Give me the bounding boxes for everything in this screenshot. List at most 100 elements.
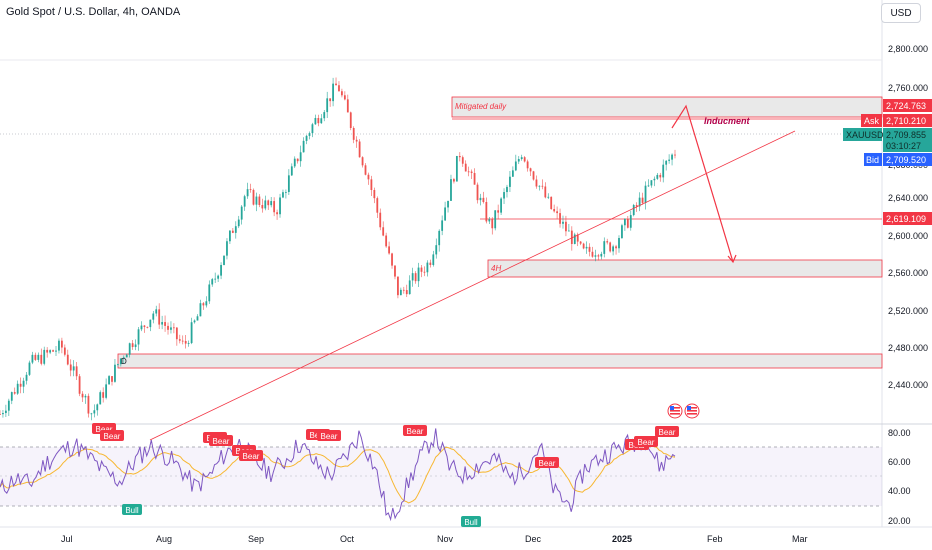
candle-body bbox=[529, 168, 532, 172]
four-h-label: 4H bbox=[491, 264, 501, 273]
candle-body bbox=[535, 179, 538, 187]
candle-body bbox=[565, 221, 567, 232]
candle-body bbox=[49, 350, 52, 353]
level-tag-box bbox=[883, 212, 932, 225]
candle-body bbox=[158, 309, 161, 325]
candle-body bbox=[317, 118, 320, 124]
candle-body bbox=[653, 178, 656, 181]
candle-body bbox=[99, 392, 102, 405]
candle-body bbox=[308, 133, 311, 136]
candle-body bbox=[376, 198, 379, 213]
zone-d[interactable] bbox=[117, 353, 883, 369]
candle-body bbox=[181, 340, 184, 342]
candle-body bbox=[414, 273, 417, 282]
candle-body bbox=[600, 253, 603, 257]
candle-body bbox=[394, 265, 396, 277]
candle-body bbox=[370, 179, 373, 191]
candle-body bbox=[261, 205, 264, 209]
candle-body bbox=[226, 241, 228, 256]
candle-body bbox=[13, 392, 16, 394]
currency-button[interactable]: USD bbox=[881, 3, 921, 23]
candle-body bbox=[435, 245, 438, 255]
svg-text:Bear: Bear bbox=[638, 438, 655, 447]
candle-body bbox=[420, 267, 423, 272]
price-tick: 2,560.000 bbox=[888, 268, 928, 278]
bull-signal[interactable]: Bull bbox=[461, 516, 481, 527]
bear-signal[interactable]: Bear bbox=[655, 426, 679, 437]
candle-body bbox=[455, 155, 458, 182]
ask-value: 2,710.210 bbox=[886, 116, 926, 126]
candle-body bbox=[461, 157, 464, 164]
candle-body bbox=[361, 157, 364, 166]
bull-signal[interactable]: Bull bbox=[122, 504, 142, 515]
candle-body bbox=[290, 166, 293, 176]
bear-signal[interactable]: Bear bbox=[403, 425, 427, 436]
candle-body bbox=[335, 83, 337, 86]
bear-signal[interactable]: Bear bbox=[317, 430, 341, 441]
candle-body bbox=[258, 196, 261, 206]
symbol-tag-box bbox=[843, 128, 882, 141]
candle-body bbox=[338, 85, 340, 92]
candle-body bbox=[102, 392, 105, 398]
rsi-line[interactable] bbox=[0, 428, 676, 522]
candle-body bbox=[514, 161, 517, 171]
zone-4h[interactable] bbox=[487, 259, 883, 278]
candle-body bbox=[547, 196, 550, 198]
candle-body bbox=[582, 243, 585, 249]
candle-body bbox=[473, 173, 476, 185]
projection-path[interactable] bbox=[671, 104, 734, 263]
candle-body bbox=[491, 219, 494, 229]
candle-body bbox=[364, 165, 367, 175]
bar-countdown: 03:10:27 bbox=[886, 141, 921, 151]
candle-body bbox=[429, 262, 432, 265]
candle-body bbox=[346, 99, 349, 113]
candle-body bbox=[411, 273, 414, 281]
price-tick: 2,480.000 bbox=[888, 343, 928, 353]
bear-signal[interactable]: Bear bbox=[535, 457, 559, 468]
svg-text:Bear: Bear bbox=[321, 432, 338, 441]
us-flag-event-icon-2[interactable] bbox=[684, 403, 700, 419]
candle-body bbox=[470, 171, 473, 174]
price-tick: 2,760.000 bbox=[888, 83, 928, 93]
mitigated-daily-label: Mitigated daily bbox=[455, 102, 507, 111]
trend-line[interactable] bbox=[149, 130, 796, 441]
candle-body bbox=[161, 322, 164, 325]
candle-body bbox=[81, 393, 84, 398]
candle-body bbox=[60, 340, 63, 348]
candle-body bbox=[46, 349, 49, 353]
zone-mitigated-daily[interactable] bbox=[451, 96, 883, 118]
ask-tag: Ask bbox=[864, 116, 880, 126]
candle-body bbox=[485, 202, 488, 222]
bear-signal[interactable]: Bear bbox=[239, 450, 263, 461]
candle-body bbox=[155, 309, 158, 314]
candle-body bbox=[273, 201, 276, 213]
candle-body bbox=[373, 190, 376, 199]
candle-body bbox=[237, 219, 240, 227]
candle-body bbox=[128, 343, 131, 355]
candle-body bbox=[650, 180, 653, 186]
bear-signal[interactable]: Bear bbox=[634, 436, 658, 447]
candle-body bbox=[438, 230, 441, 246]
candle-body bbox=[329, 98, 332, 102]
candle-body bbox=[208, 284, 211, 302]
candle-body bbox=[432, 254, 435, 265]
time-label: Oct bbox=[340, 534, 355, 544]
rsi-ma-line[interactable] bbox=[0, 444, 676, 504]
candle-body bbox=[282, 192, 284, 198]
candle-body bbox=[671, 154, 673, 160]
svg-text:Bear: Bear bbox=[407, 427, 424, 436]
candle-body bbox=[105, 384, 108, 398]
candle-body bbox=[520, 157, 523, 160]
bear-signal[interactable]: Bear bbox=[100, 430, 124, 441]
us-flag-event-icon[interactable] bbox=[667, 403, 683, 419]
candle-body bbox=[152, 313, 155, 320]
bid-value: 2,709.520 bbox=[886, 155, 926, 165]
candle-body bbox=[447, 200, 449, 208]
last-price-box bbox=[883, 128, 932, 152]
candle-body bbox=[488, 219, 491, 222]
candle-body bbox=[562, 221, 564, 224]
candle-body bbox=[184, 340, 187, 344]
bear-signal[interactable]: Bear bbox=[209, 435, 233, 446]
candle-body bbox=[332, 83, 334, 102]
